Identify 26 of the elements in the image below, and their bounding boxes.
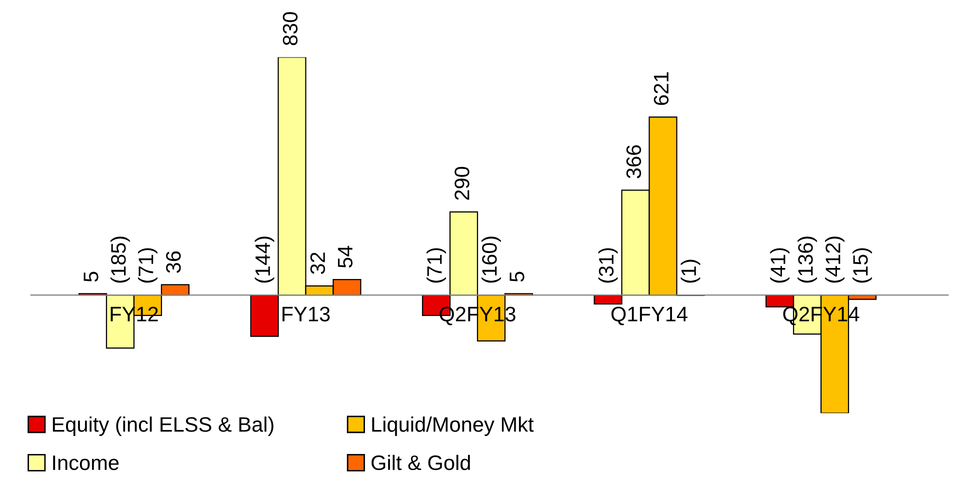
data-label: 621 xyxy=(654,72,669,105)
x-tick-label: Q1FY14 xyxy=(611,306,688,326)
data-label: (136) xyxy=(798,236,817,283)
legend-label: Income xyxy=(53,456,119,470)
data-label: (185) xyxy=(110,236,130,283)
data-label: (41) xyxy=(770,248,790,283)
data-label: 5 xyxy=(510,272,524,282)
data-label: 290 xyxy=(454,166,470,200)
data-label: (71) xyxy=(426,248,446,283)
data-label: (412) xyxy=(825,236,844,283)
data-label: (71) xyxy=(138,248,158,283)
data-label: (1) xyxy=(680,260,700,283)
data-label: 5 xyxy=(84,272,98,282)
data-label: (160) xyxy=(482,236,501,283)
data-label: 54 xyxy=(338,246,353,268)
data-label: 830 xyxy=(282,12,298,46)
data-label: 366 xyxy=(626,145,642,178)
data-label: (15) xyxy=(852,248,872,283)
data-label: 36 xyxy=(166,251,181,273)
data-label: (144) xyxy=(254,236,274,283)
data-label: 32 xyxy=(310,252,326,274)
x-tick-label: FY13 xyxy=(282,306,330,322)
legend-label: Liquid/Money Mkt xyxy=(372,416,534,436)
data-label: (31) xyxy=(598,248,618,283)
legend-label: Gilt & Gold xyxy=(372,454,470,470)
legend-label: Equity (incl ELSS & Bal) xyxy=(52,416,274,436)
